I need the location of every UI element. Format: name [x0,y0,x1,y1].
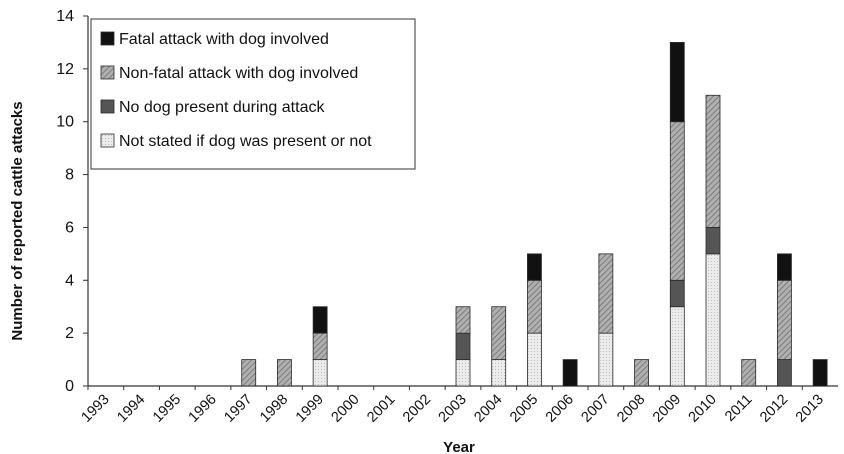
bar-segment [812,359,828,387]
bar-segment [277,359,292,387]
bar-segment [491,306,507,360]
x-tick-label: 2013 [793,392,827,426]
x-tick-label: 2011 [722,392,755,425]
y-axis-title: Number of reported cattle attacks [9,101,26,340]
bar-segment [777,359,792,387]
bars [241,42,828,387]
legend-box [90,18,416,170]
bar-segment [669,121,685,281]
legend-swatch [100,99,115,114]
x-tick-label: 1997 [221,392,255,426]
legend-label: Fatal attack with dog involved [119,31,329,48]
legend-label: Non-fatal attack with dog involved [119,65,358,82]
bar-segment [705,94,721,228]
bar-segment [669,279,685,308]
bar-segment [598,253,614,334]
bar-segment [634,359,649,387]
bar-segment [562,359,578,387]
legend-label: Not stated if dog was present or not [119,133,372,150]
bar-segment [312,359,328,387]
x-tick-label: 2001 [364,392,398,426]
y-tick-label: 6 [65,219,74,236]
bar-segment [455,306,471,334]
x-tick-label: 2004 [471,392,505,426]
y-tick-label: 8 [65,167,74,184]
legend-swatch [100,65,115,80]
x-tick-label: 2005 [507,392,541,426]
bar-segment [312,332,328,360]
y-tick-label: 14 [56,8,74,25]
x-tick-label: 2006 [543,392,577,426]
bar-segment [669,306,685,387]
y-tick-label: 0 [65,378,74,395]
x-tick-label: 2002 [400,392,434,426]
bar-segment [777,279,792,360]
bar-segment [312,306,328,334]
bar-segment [669,42,685,123]
bar-segment [598,332,614,387]
bar-segment [527,332,542,387]
x-axis-title: Year [443,439,475,454]
bar-segment [455,332,471,360]
bar-segment [241,359,257,387]
legend-swatch [100,133,115,148]
bar-segment [705,227,721,255]
y-tick-label: 10 [56,114,74,131]
x-tick-label: 2007 [579,392,613,426]
y-tick-label: 2 [65,325,74,342]
x-ticks: 1993 1994 1995 1996 1997 1998 1999 2000 2001 2002… [79,386,827,426]
legend: Fatal attack with dog involved Non-fatal … [90,18,416,170]
x-tick-label: 2009 [650,392,684,426]
x-tick-label: 2003 [436,392,470,426]
x-tick-label: 1998 [257,392,291,426]
x-tick-label: 1999 [293,392,327,426]
y-tick-label: 4 [65,272,74,289]
bar-segment [527,279,542,334]
x-tick-label: 2008 [614,392,648,426]
x-tick-label: 1993 [79,392,113,426]
x-tick-label: 1995 [150,392,184,426]
y-ticks: 0 2 4 6 8 10 12 14 [56,8,88,395]
legend-swatch [100,31,115,46]
y-tick-label: 12 [56,61,74,78]
x-tick-label: 2012 [757,392,791,426]
legend-label: No dog present during attack [119,99,325,116]
x-tick-label: 2010 [686,392,720,426]
x-tick-label: 2000 [329,392,363,426]
bar-segment [491,359,507,387]
bar-segment [455,359,471,387]
x-tick-label: 1996 [186,392,220,426]
bar-segment [527,253,542,281]
bar-segment [777,253,792,281]
bar-segment [705,253,721,387]
bar-segment [741,359,757,387]
x-tick-label: 1994 [114,392,148,426]
